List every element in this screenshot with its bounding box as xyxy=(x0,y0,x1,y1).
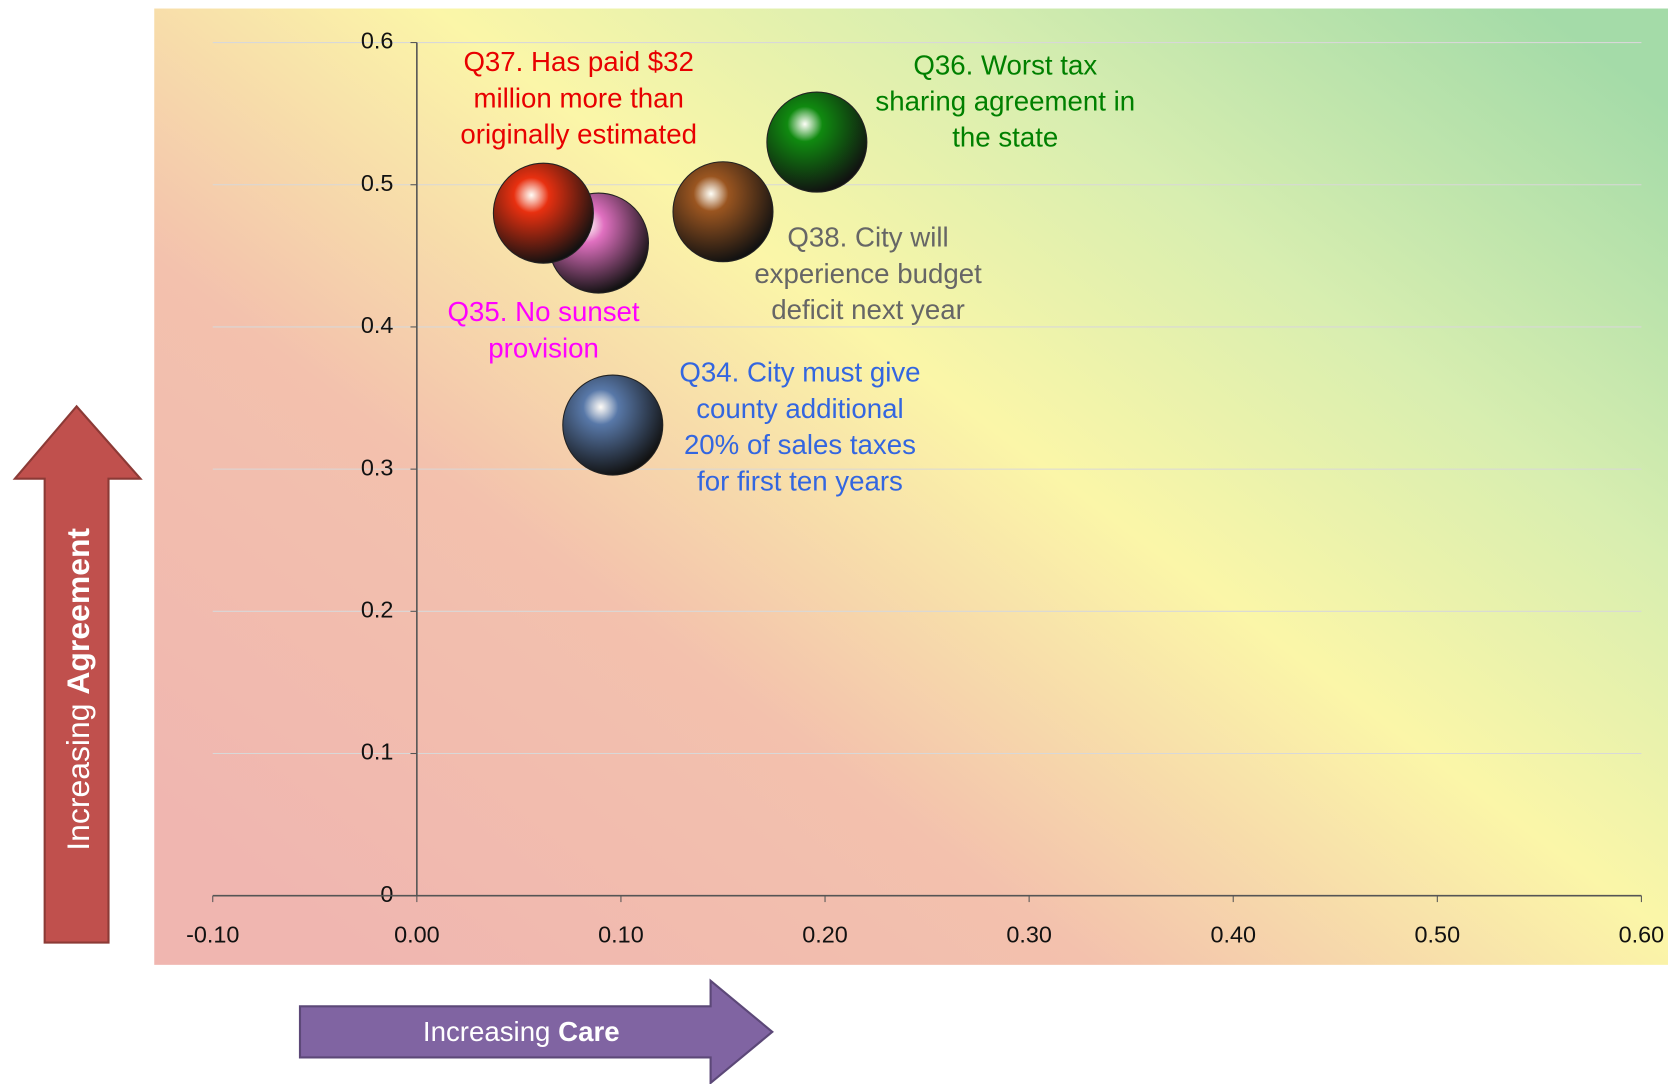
y-tick-label: 0.2 xyxy=(361,597,394,623)
x-arrow: Increasing Care xyxy=(298,978,774,1084)
y-tick-label: 0.5 xyxy=(361,170,394,196)
x-tick-label: 0.50 xyxy=(1415,921,1461,947)
point-label: the state xyxy=(952,122,1058,153)
y-axis-label: Increasing Agreement xyxy=(60,528,96,851)
point-label: originally estimated xyxy=(460,118,697,149)
point-label: Q34. City must give xyxy=(679,357,920,388)
bubble xyxy=(766,91,868,193)
x-tick-label: 0.10 xyxy=(598,921,644,947)
y-tick-label: 0 xyxy=(380,881,393,907)
point-label: provision xyxy=(488,332,599,363)
y-arrow: Increasing Agreement xyxy=(12,404,143,944)
x-tick-label: 0.30 xyxy=(1006,921,1052,947)
bubble xyxy=(672,161,774,263)
y-tick-label: 0.4 xyxy=(361,312,394,338)
point-label: deficit next year xyxy=(771,294,965,325)
point-label: experience budget xyxy=(754,258,982,289)
x-tick-label: 0.00 xyxy=(394,921,440,947)
point-label: Q36. Worst tax xyxy=(913,49,1097,80)
point-label: 20% of sales taxes xyxy=(684,429,916,460)
x-tick-label: 0.40 xyxy=(1210,921,1256,947)
bubble xyxy=(562,374,664,476)
point-label: Q35. No sunset xyxy=(448,296,640,327)
point-label: sharing agreement in xyxy=(875,85,1135,116)
plot-background xyxy=(154,8,1668,965)
point-label: for first ten years xyxy=(697,465,903,496)
bubble xyxy=(492,162,594,264)
point-label: million more than xyxy=(473,82,683,113)
y-tick-label: 0.3 xyxy=(361,454,394,480)
point-label: county additional xyxy=(696,393,903,424)
x-tick-label: 0.60 xyxy=(1619,921,1665,947)
x-axis-label: Increasing Care xyxy=(423,1016,620,1047)
point-label: Q38. City will xyxy=(787,222,948,253)
point-label: Q37. Has paid $32 xyxy=(463,46,693,77)
y-tick-label: 0.1 xyxy=(361,739,394,765)
x-tick-label: 0.20 xyxy=(802,921,848,947)
y-tick-label: 0.6 xyxy=(361,28,394,54)
x-tick-label: -0.10 xyxy=(186,921,239,947)
